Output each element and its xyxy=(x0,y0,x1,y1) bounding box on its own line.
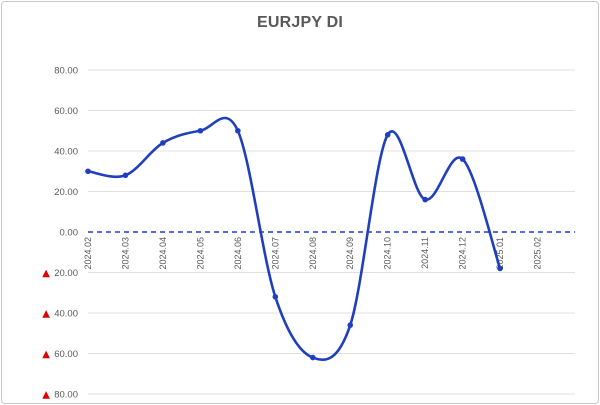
data-point xyxy=(309,354,316,361)
x-tick-label: 2025.01 xyxy=(495,237,505,270)
x-tick-label: 2024.04 xyxy=(158,237,168,270)
data-point xyxy=(459,156,466,162)
x-tick-label: 2024.03 xyxy=(120,237,130,270)
x-tick-label: 2024.06 xyxy=(233,237,243,270)
y-tick-label: 60.00 xyxy=(54,349,78,360)
y-tick-label: 20.00 xyxy=(54,268,78,279)
data-point xyxy=(197,127,204,134)
y-tick-label: 40.00 xyxy=(54,309,78,320)
data-point xyxy=(160,140,166,146)
x-tick-label: 2024.08 xyxy=(308,237,318,270)
x-tick-label: 2024.10 xyxy=(383,237,393,270)
data-point xyxy=(422,196,428,203)
series-line xyxy=(87,116,502,361)
data-point xyxy=(497,265,503,272)
x-tick-label: 2024.07 xyxy=(270,237,280,270)
y-tick-label: 60.00 xyxy=(54,106,78,117)
negative-marker-icon: ▲ xyxy=(42,390,50,401)
y-tick-label: 80.00 xyxy=(54,66,78,77)
x-tick-label: 2024.12 xyxy=(458,237,468,270)
data-point xyxy=(122,172,129,179)
data-point xyxy=(85,168,91,175)
gridlines xyxy=(88,69,575,395)
x-tick-label: 2024.02 xyxy=(83,237,93,270)
y-tick-label: 40.00 xyxy=(54,147,78,158)
data-point xyxy=(235,127,241,134)
x-tick-label: 2025.02 xyxy=(533,237,543,270)
data-point xyxy=(347,322,354,328)
series-layer xyxy=(85,116,503,361)
data-point xyxy=(272,294,279,300)
y-tick-label: 0.00 xyxy=(60,228,79,239)
negative-marker-icon: ▲ xyxy=(42,268,50,279)
x-axis-ticks: 2024.02 2024.03 2024.04 2024.05 2024.06 2024.… xyxy=(83,237,543,270)
negative-marker-icon: ▲ xyxy=(42,309,50,320)
y-tick-label: 20.00 xyxy=(54,187,78,198)
x-tick-label: 2024.09 xyxy=(345,237,355,270)
y-tick-label: 80.00 xyxy=(54,390,78,401)
chart-title: EURJPY DI xyxy=(257,14,343,31)
x-tick-label: 2024.11 xyxy=(420,237,430,269)
negative-marker-icon: ▲ xyxy=(42,349,50,360)
data-point xyxy=(384,132,391,138)
x-tick-label: 2024.05 xyxy=(195,237,205,270)
y-axis-ticks: 80.00 60.00 40.00 20.00 0.00 ▲ 20.00 ▲ 40.00 ▲ 60.… xyxy=(42,66,78,401)
